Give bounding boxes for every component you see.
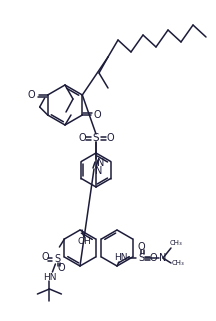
Text: OH: OH bbox=[77, 238, 91, 247]
Text: O: O bbox=[42, 252, 49, 262]
Text: O: O bbox=[28, 90, 35, 100]
Text: HN: HN bbox=[114, 254, 128, 263]
Text: N: N bbox=[159, 253, 167, 263]
Text: O: O bbox=[78, 133, 86, 143]
Text: O: O bbox=[94, 110, 101, 120]
Text: CH₃: CH₃ bbox=[170, 240, 182, 246]
Text: N: N bbox=[95, 166, 103, 176]
Text: S: S bbox=[93, 133, 99, 143]
Text: N: N bbox=[97, 158, 105, 168]
Text: O: O bbox=[149, 253, 157, 263]
Text: CH₃: CH₃ bbox=[172, 260, 184, 266]
Text: O: O bbox=[137, 242, 145, 252]
Text: O: O bbox=[106, 133, 114, 143]
Text: S: S bbox=[138, 253, 144, 263]
Text: S: S bbox=[54, 254, 60, 264]
Text: HN: HN bbox=[43, 273, 56, 282]
Text: O: O bbox=[58, 263, 65, 273]
